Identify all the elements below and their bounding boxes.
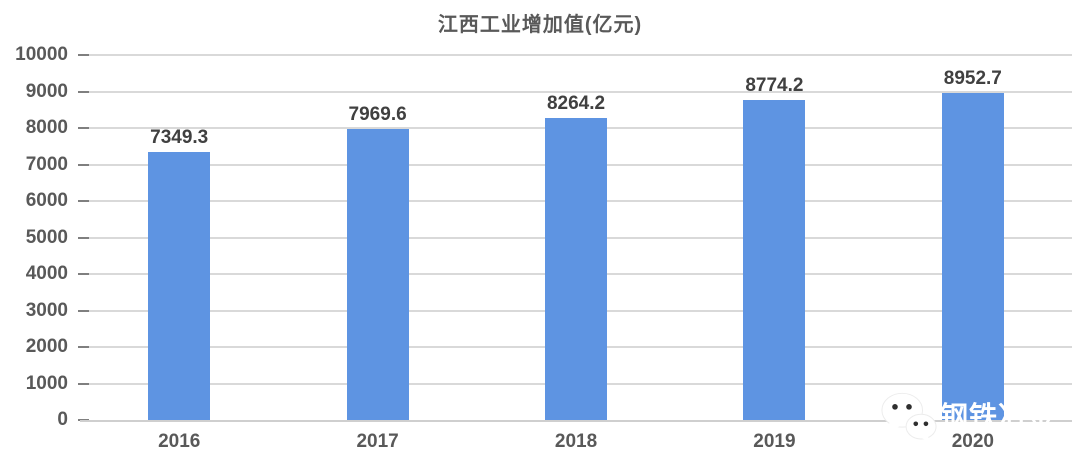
y-axis-tick-label: 8000 (25, 117, 68, 138)
bars-row: 7349.3 7969.6 8264.2 8774.2 8952.7 (80, 55, 1072, 420)
bar-value-label: 8952.7 (943, 68, 1002, 90)
y-axis-tick-label: 4000 (25, 263, 68, 284)
bar-slot: 8952.7 (874, 55, 1072, 420)
plot-area: 7349.3 7969.6 8264.2 8774.2 8952.7 (78, 54, 1072, 422)
y-axis-tick-label: 0 (57, 409, 68, 430)
y-axis-labels: 0 1000 2000 3000 4000 5000 6000 7000 8000 9000 100… (0, 44, 68, 430)
bar-slot: 7349.3 (80, 55, 278, 420)
y-tick-mark (78, 200, 89, 202)
y-tick-mark (78, 127, 89, 129)
bar-slot: 8264.2 (477, 55, 675, 420)
y-tick-mark (78, 54, 89, 56)
y-axis-tick-label: 1000 (25, 372, 68, 394)
bar-value-label: 8774.2 (745, 74, 804, 96)
y-tick-mark (78, 309, 89, 312)
x-axis-tick-label: 2016 (158, 431, 201, 452)
bar-2017 (346, 129, 409, 420)
gridline (80, 54, 1072, 56)
bar-slot: 8774.2 (675, 55, 873, 420)
bar-2018 (545, 118, 608, 420)
chart-title: 江西工业增加值(亿元) (437, 14, 643, 36)
bar-2020 (941, 93, 1004, 420)
x-axis-line (80, 420, 1072, 422)
y-axis-tick-label: 7000 (25, 153, 68, 175)
bar-value-label: 7349.3 (150, 126, 209, 148)
y-axis-tick-label: 2000 (25, 336, 68, 357)
wechat-icon (881, 392, 937, 444)
y-axis-tick-label: 5000 (25, 226, 68, 248)
y-axis-tick-label: 3000 (25, 299, 68, 321)
gridline (80, 90, 1072, 93)
y-axis-tick-label: 6000 (25, 190, 68, 211)
y-tick-mark (78, 163, 89, 166)
x-axis-labels: 2016 2017 2018 2019 2020 (80, 430, 1072, 454)
y-tick-mark (78, 346, 89, 348)
x-axis-tick-label: 2019 (753, 431, 796, 452)
y-tick-mark (78, 236, 89, 239)
watermark-text: 钢铁冶金 (940, 401, 1057, 432)
x-axis-tick-label: 2020 (951, 431, 994, 452)
x-axis-tick-label: 2018 (554, 431, 598, 452)
watermark: 钢铁冶金 (880, 390, 1056, 444)
bar-value-label: 8264.2 (546, 93, 606, 115)
x-axis-tick-label: 2017 (356, 431, 399, 452)
bar-2019 (743, 99, 806, 420)
y-axis-tick-label: 9000 (25, 80, 68, 102)
y-tick-mark (78, 90, 89, 93)
y-tick-mark (78, 273, 89, 275)
bar-slot: 7969.6 (278, 55, 476, 420)
bar-value-label: 7969.6 (348, 104, 407, 126)
y-tick-mark (78, 382, 89, 385)
bar-2016 (148, 151, 211, 420)
y-axis-tick-label: 10000 (15, 44, 68, 65)
